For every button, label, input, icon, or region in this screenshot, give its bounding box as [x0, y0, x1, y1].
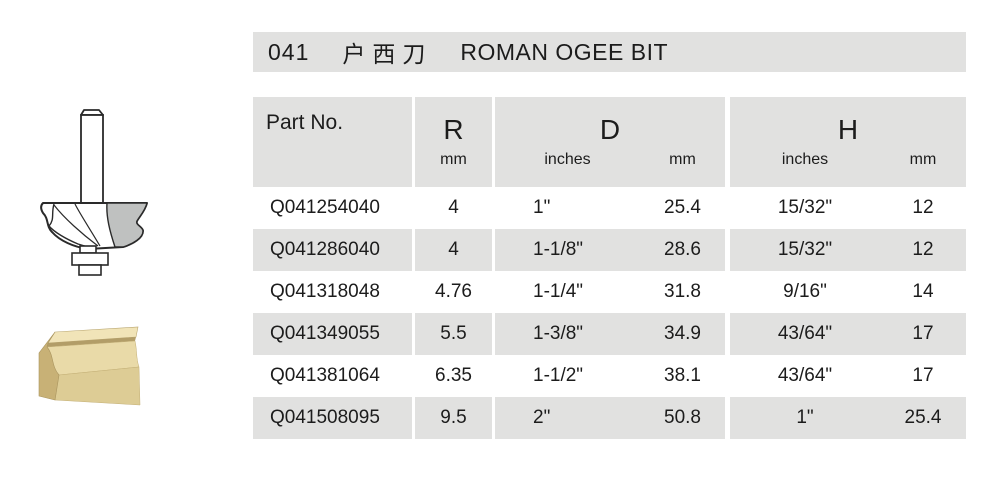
cell-d-inches: 1-1/2"	[533, 365, 584, 386]
cell-part-no: Q041349055	[253, 313, 412, 355]
cell-r-mm: 6.35	[435, 365, 472, 386]
product-name-english: ROMAN OGEE BIT	[460, 38, 669, 65]
spec-table-header: Part No. R mm D inches mm H inches mm	[253, 97, 966, 187]
cell-d-inches: 1-3/8"	[533, 323, 584, 344]
table-row: Q041349055 5.5 1-3/8" 34.9 43/64" 17	[253, 313, 966, 355]
cell-r-mm: 4.76	[435, 281, 472, 302]
header-d-group: D inches mm	[495, 97, 725, 187]
bit-bearing-washer	[79, 245, 97, 254]
cell-part-no: Q041286040	[253, 229, 412, 271]
cell-d-inches: 1"	[533, 197, 551, 218]
header-h-label: H	[837, 114, 859, 145]
bit-bearing-stem	[78, 264, 102, 276]
bit-blade-left-edge	[48, 203, 89, 248]
table-row: Q041286040 4 1-1/8" 28.6 15/32" 12	[253, 229, 966, 271]
cell-d-inches: 1-1/4"	[533, 281, 584, 302]
table-row: Q041318048 4.76 1-1/4" 31.8 9/16" 14	[253, 271, 966, 313]
bit-flute-line-2	[74, 203, 101, 247]
header-d-unit-inches: inches	[544, 151, 591, 168]
header-h-unit-mm: mm	[909, 151, 937, 168]
product-name-chinese: 户西刀	[342, 41, 433, 67]
cell-r-mm: 9.5	[415, 397, 492, 439]
cell-d-mm: 34.9	[664, 323, 701, 344]
header-r-unit-mm: mm	[440, 151, 467, 168]
cell-d-mm: 50.8	[664, 407, 701, 428]
cell-part-no: Q041508095	[253, 397, 412, 439]
cell-h-inches: 15/32"	[777, 197, 833, 218]
catalog-number: 041	[268, 38, 310, 65]
table-row: Q041254040 4 1" 25.4 15/32" 12	[253, 187, 966, 229]
cell-d-mm: 31.8	[664, 281, 701, 302]
cell-h-mm: 14	[912, 281, 934, 302]
cell-h-mm: 17	[912, 365, 934, 386]
bit-shank	[80, 114, 104, 204]
wood-end-face	[38, 331, 60, 401]
cell-h-inches: 15/32"	[777, 239, 833, 260]
table-row: Q041381064 6.35 1-1/2" 38.1 43/64" 17	[253, 355, 966, 397]
cell-r-mm: 4	[415, 229, 492, 271]
cell-d-inches: 2"	[533, 407, 551, 428]
bit-blade-right	[106, 202, 148, 248]
cell-h-mm: 25.4	[904, 407, 942, 428]
cell-r-mm: 5.5	[415, 313, 492, 355]
cell-h-mm: 17	[912, 323, 934, 344]
cell-h-mm: 12	[912, 197, 934, 218]
cell-r-mm: 4	[448, 197, 459, 218]
wood-profile-sample	[38, 326, 141, 406]
cell-h-inches: 43/64"	[777, 365, 833, 386]
table-row: Q041508095 9.5 2" 50.8 1" 25.4	[253, 397, 966, 439]
header-part-no: Part No.	[253, 97, 412, 187]
cell-d-inches: 1-1/8"	[533, 239, 584, 260]
header-h-unit-inches: inches	[781, 151, 829, 168]
title-bar: 041 户西刀 ROMAN OGEE BIT	[253, 32, 966, 72]
wood-step-face	[47, 337, 136, 347]
router-bit-illustration	[40, 109, 148, 276]
cell-h-inches: 9/16"	[783, 281, 827, 302]
cell-h-inches: 1"	[796, 407, 814, 428]
cell-part-no: Q041381064	[270, 365, 380, 386]
header-d-label: D	[599, 114, 621, 145]
header-h-group: H inches mm	[730, 97, 966, 187]
cell-part-no: Q041318048	[270, 281, 380, 302]
cell-h-inches: 43/64"	[777, 323, 833, 344]
cell-d-mm: 38.1	[664, 365, 701, 386]
cell-h-mm: 12	[912, 239, 934, 260]
cell-d-mm: 25.4	[664, 197, 701, 218]
spec-table-body: Q041254040 4 1" 25.4 15/32" 12 Q04128604…	[253, 187, 966, 439]
header-r-label: R	[443, 114, 464, 145]
cell-part-no: Q041254040	[270, 197, 380, 218]
header-r-group: R mm	[415, 97, 492, 187]
bit-flute-line-1	[53, 204, 99, 247]
header-d-unit-mm: mm	[669, 151, 696, 168]
bit-bearing	[71, 252, 109, 266]
cell-d-mm: 28.6	[664, 239, 701, 260]
